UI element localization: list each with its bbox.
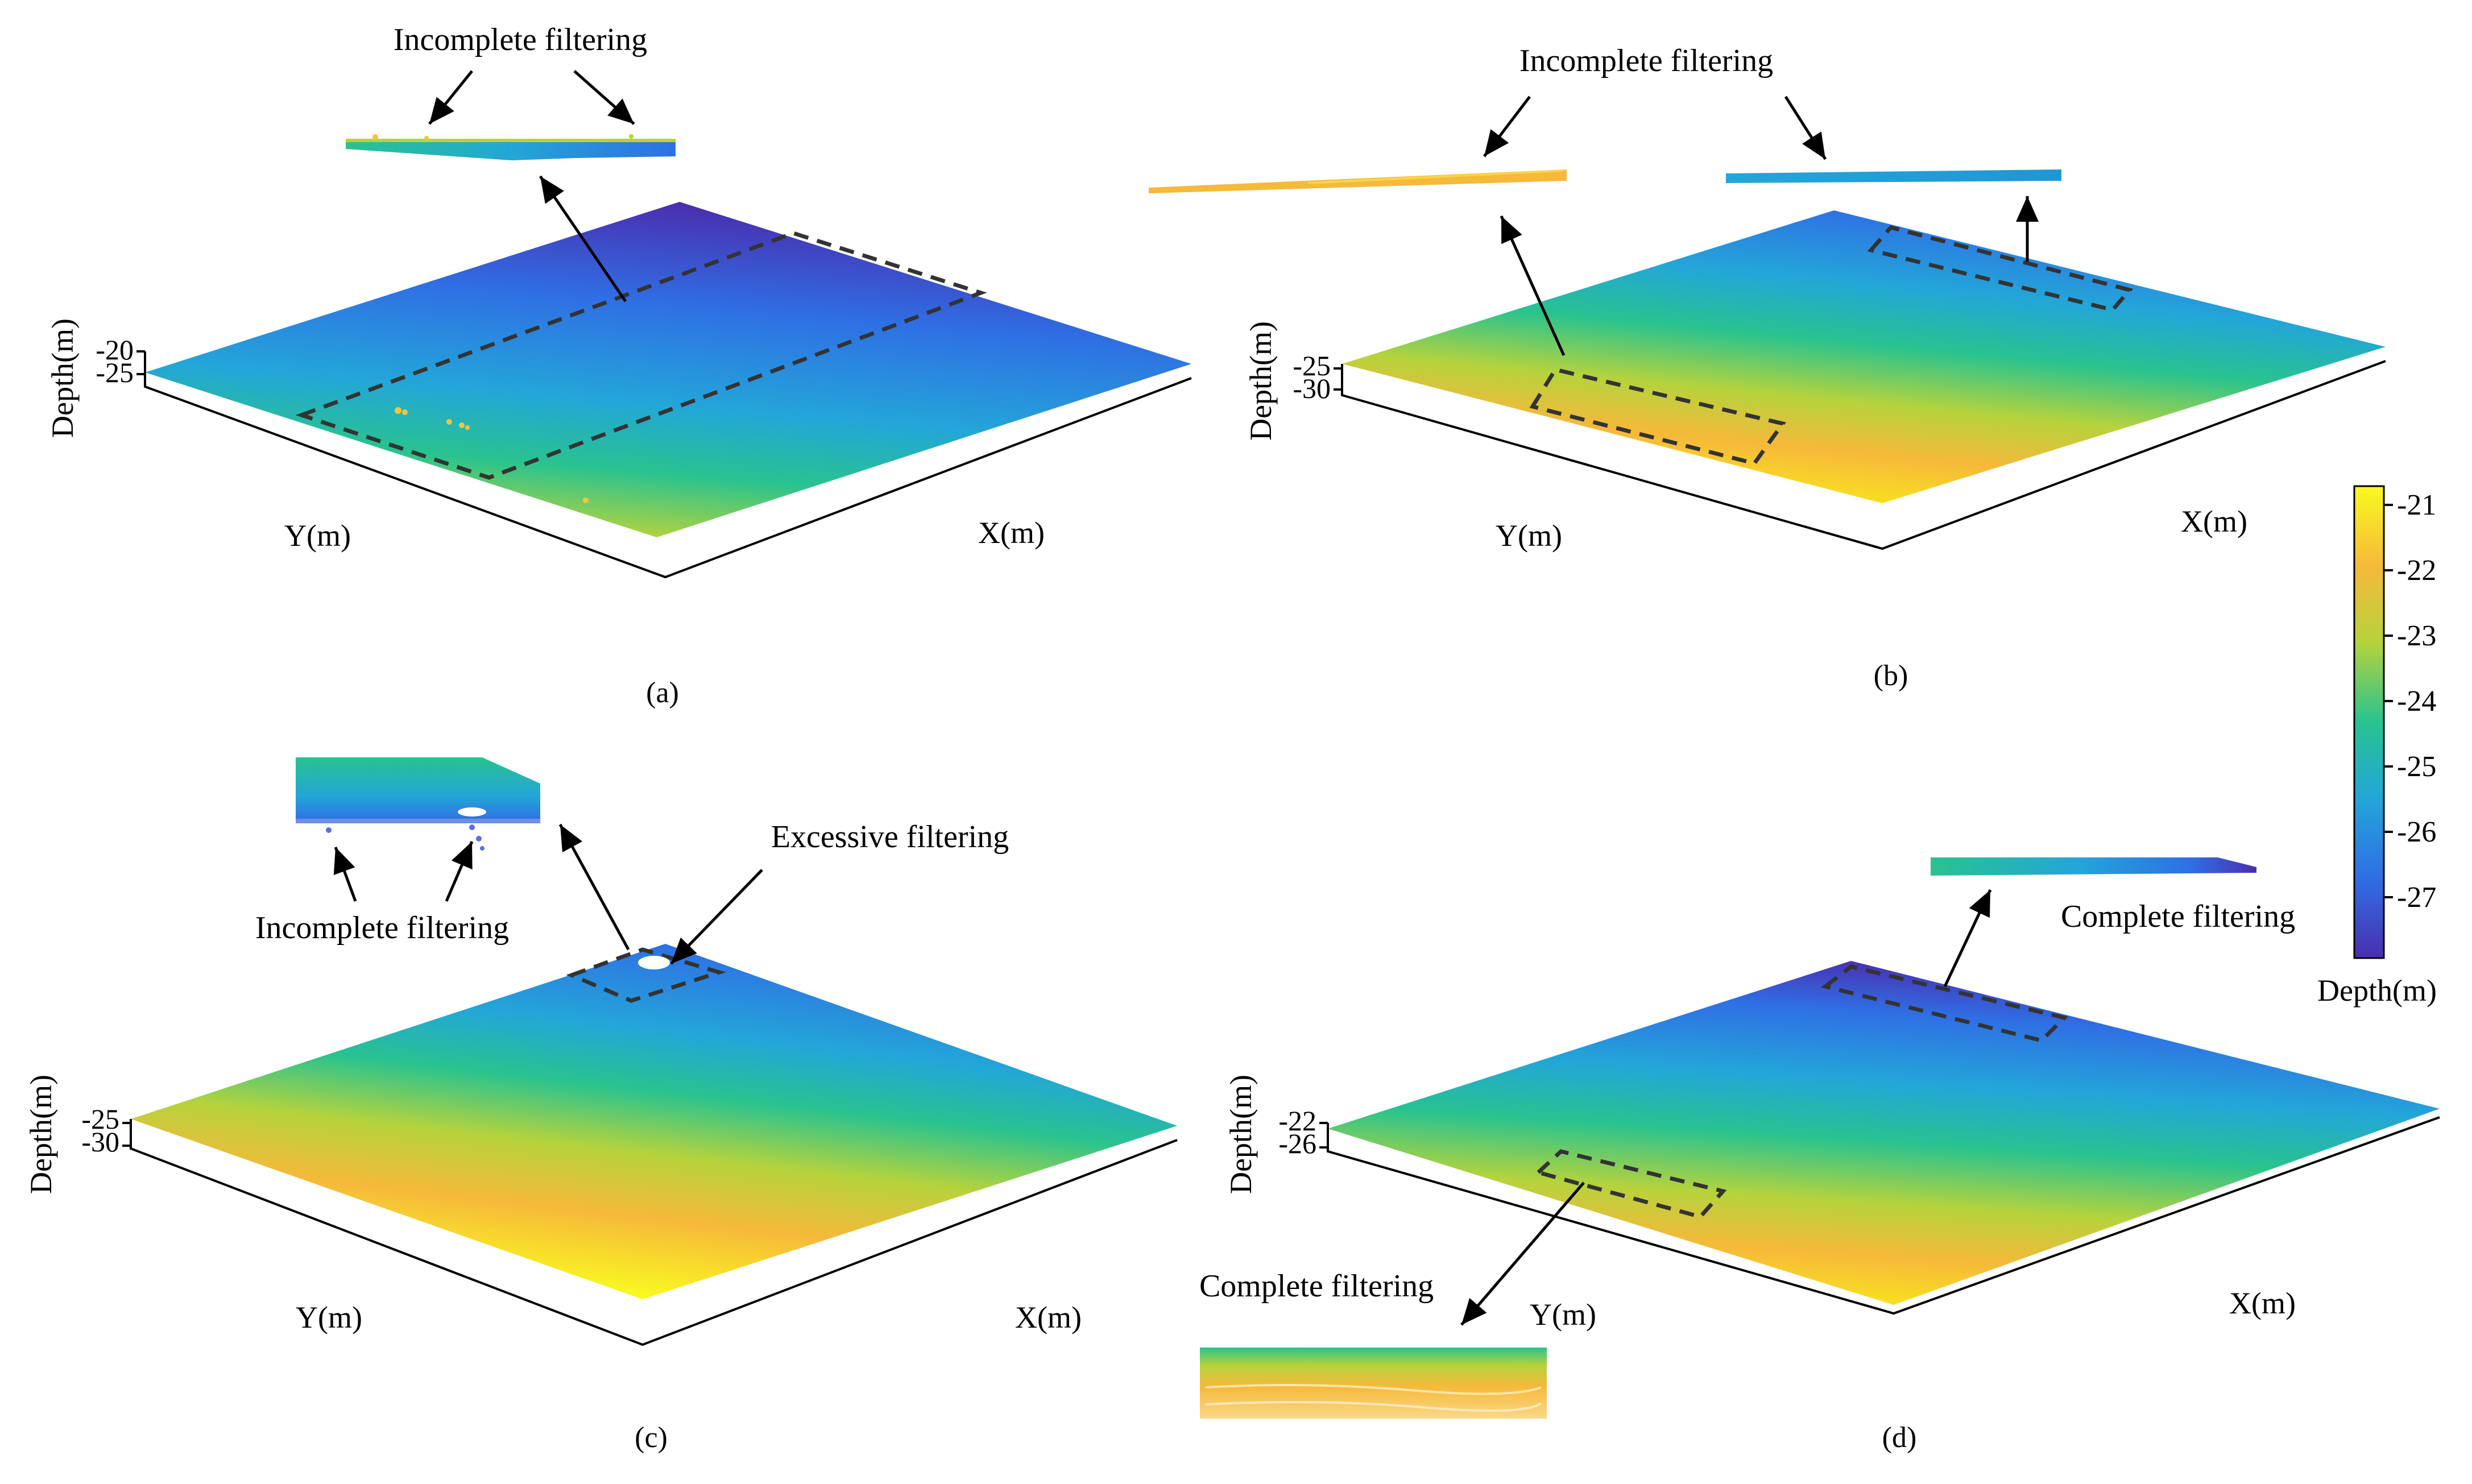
panel-d-inset-2 [1200, 1348, 1547, 1419]
panel-d-inset-1 [1931, 857, 2256, 876]
panel-a-surface [145, 202, 1191, 537]
panel-b-label: (b) [1874, 660, 1908, 692]
panel-c-annotation-excessive: Excessive filtering [771, 819, 1009, 855]
panel-c-depth-tick-1: -25 [81, 1103, 119, 1135]
panel-c: -25 -30 Depth(m) Y(m) X(m) Incomplete fi… [24, 757, 1178, 1454]
colorbar-tick-1: -21 [2397, 489, 2436, 521]
panel-b-surface [1342, 210, 2386, 503]
panel-c-excessive-gap [638, 956, 670, 969]
colorbar-label: Depth(m) [2317, 973, 2437, 1008]
colorbar-tick-6: -26 [2397, 816, 2436, 848]
panel-c-y-axis-label: Y(m) [296, 1300, 362, 1334]
panel-d-label: (d) [1882, 1421, 1917, 1454]
colorbar-ticks [2384, 504, 2393, 898]
panel-c-label: (c) [635, 1421, 668, 1454]
panel-b-region-box-1 [1529, 367, 1786, 466]
panel-c-inset-arrow [558, 823, 630, 951]
panel-d-annotation-1: Complete filtering [2061, 899, 2295, 934]
panel-c-depth-axis-label: Depth(m) [24, 1075, 58, 1194]
panel-b-inset-1 [1149, 169, 1567, 193]
panel-c-axes [130, 1119, 1178, 1346]
panel-c-depth-tick-2: -30 [81, 1126, 119, 1158]
panel-a-inset [346, 134, 676, 160]
panel-c-region-box [566, 947, 726, 1003]
panel-d-surface [1328, 961, 2440, 1305]
panel-b-region-box-2 [1867, 225, 2134, 312]
panel-d-region-box-1 [1821, 964, 2068, 1043]
panel-a-label: (a) [646, 677, 679, 709]
panel-c-annotation-incomplete: Incomplete filtering [255, 910, 509, 946]
panel-d-depth-tick-1: -22 [1278, 1105, 1316, 1137]
panel-d-annotation-2: Complete filtering [1199, 1269, 1434, 1304]
colorbar-tick-4: -24 [2397, 685, 2436, 718]
colorbar-tick-2: -22 [2397, 554, 2436, 587]
panel-a-y-axis-label: Y(m) [284, 519, 351, 553]
panel-b-y-axis-label: Y(m) [1496, 519, 1562, 553]
panel-d-x-axis-label: X(m) [2229, 1286, 2296, 1320]
panel-a-depth-axis-label: Depth(m) [45, 318, 80, 438]
colorbar-tick-7: -27 [2397, 881, 2436, 914]
panel-c-inset [296, 757, 540, 851]
colorbar-tick-3: -23 [2397, 620, 2436, 652]
panel-b-depth-tick-1: -25 [1293, 350, 1331, 382]
panel-b-depth-axis-label: Depth(m) [1244, 321, 1278, 441]
panel-c-x-axis-label: X(m) [1015, 1300, 1082, 1334]
panel-a-annotation: Incomplete filtering [394, 22, 647, 57]
panel-d-depth-axis-label: Depth(m) [1224, 1075, 1258, 1194]
panel-b-axes [1341, 360, 2386, 550]
panel-a-axes [144, 351, 1192, 579]
panel-d-region-box-2 [1534, 1149, 1727, 1219]
panel-a-depth-tick-1: -20 [96, 334, 134, 366]
panel-b-inset-arrow-1 [1500, 215, 1566, 357]
panel-d-depth-tick-2: -26 [1278, 1127, 1316, 1159]
panel-b-x-axis-label: X(m) [2181, 504, 2247, 538]
panel-a-x-axis-label: X(m) [978, 516, 1045, 550]
panel-d-inset-arrow-2 [1460, 1182, 1585, 1326]
panel-d-inset-arrow-1 [1943, 889, 1992, 988]
panel-d-axes [1327, 1116, 2440, 1315]
colorbar-gradient [2353, 485, 2385, 959]
colorbar: -21 -22 -23 -24 -25 -26 -27 Depth(m) [2317, 485, 2437, 1008]
panel-a-region-box [295, 231, 987, 480]
panel-b-depth-tick-2: -30 [1293, 372, 1331, 404]
panel-c-surface [131, 944, 1177, 1299]
panel-a-depth-tick-2: -25 [96, 357, 134, 388]
panel-d: -22 -26 Depth(m) Y(m) X(m) Complete filt… [1199, 857, 2440, 1454]
panel-b-inset-2 [1726, 169, 2061, 183]
panel-a-noise-points [395, 407, 589, 503]
panel-b: -25 -30 Depth(m) Y(m) X(m) Incomplete fi… [1149, 43, 2386, 692]
colorbar-tick-5: -25 [2397, 751, 2436, 783]
panel-a-inset-arrow [539, 175, 627, 302]
panel-b-annotation: Incomplete filtering [1519, 43, 1773, 78]
panel-a: -20 -25 Depth(m) Y(m) X(m) Incomplete fi… [45, 22, 1192, 709]
panel-d-y-axis-label: Y(m) [1530, 1298, 1596, 1332]
